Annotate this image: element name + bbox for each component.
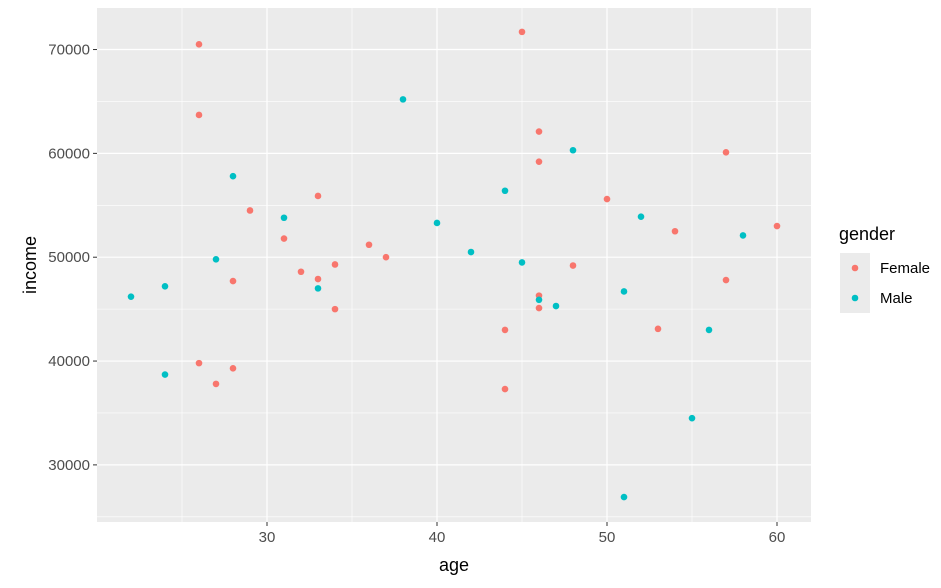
data-point-male [552,302,560,310]
y-tick-label: 70000 [48,42,90,59]
data-point-male [688,414,696,422]
data-point-female [297,268,305,276]
data-point-male [280,214,288,222]
data-point-female [535,158,543,165]
y-tick-label: 60000 [48,145,90,162]
legend-title: gender [839,224,895,244]
data-point-male [637,213,645,221]
data-point-male [399,96,407,103]
data-point-male [501,187,509,195]
data-point-male [569,146,577,154]
x-axis: 30 40 50 60 [259,522,786,546]
data-point-female [654,325,662,333]
legend-swatch-female [851,264,859,272]
y-tick-label: 30000 [48,457,90,474]
data-point-female [773,222,781,230]
data-point-female [212,380,220,388]
data-point-female [722,276,730,284]
data-point-female [603,195,611,203]
data-point-female [722,149,730,156]
data-point-male [518,259,526,266]
legend-label-female: Female [880,260,930,277]
data-point-female [535,128,543,135]
data-point-female [195,41,203,48]
x-tick-label: 30 [259,529,276,546]
legend: gender Female Male [839,224,930,313]
x-tick-label: 40 [429,529,446,546]
legend-swatch-male [851,294,859,302]
data-point-female [569,262,577,269]
data-point-male [229,172,237,180]
minor-gridlines [97,8,811,522]
plot-panel [97,8,811,522]
data-point-female [280,235,288,242]
data-point-male [739,232,747,239]
data-point-male [620,493,628,501]
data-point-female [518,28,526,36]
x-axis-title: age [439,555,469,575]
data-point-female [365,241,373,249]
data-point-female [671,227,679,235]
y-tick-label: 40000 [48,353,90,370]
data-point-female [331,305,339,313]
y-axis: 30000 40000 50000 60000 70000 [48,42,97,474]
data-point-male [535,296,543,304]
data-point-male [620,288,628,295]
x-tick-label: 60 [769,529,786,546]
data-point-male [212,255,220,263]
data-point-female [501,326,509,334]
data-point-female [314,192,322,200]
data-point-female [314,275,322,283]
data-point-female [229,277,237,285]
data-point-male [161,282,169,290]
data-point-female [229,365,237,372]
data-point-female [195,359,203,367]
data-point-male [705,326,713,334]
y-axis-title: income [20,236,40,294]
data-point-female [535,304,543,312]
data-point-male [127,293,135,300]
data-point-female [331,261,339,268]
data-point-female [195,111,203,119]
data-point-female [382,253,390,261]
y-tick-label: 50000 [48,249,90,266]
data-point-male [314,285,322,292]
data-point-male [433,219,441,227]
x-tick-label: 50 [599,529,616,546]
legend-label-male: Male [880,290,913,307]
data-point-female [501,385,509,393]
data-points [127,28,781,501]
data-point-male [161,371,169,378]
data-point-female [246,207,254,214]
data-point-male [467,248,475,256]
